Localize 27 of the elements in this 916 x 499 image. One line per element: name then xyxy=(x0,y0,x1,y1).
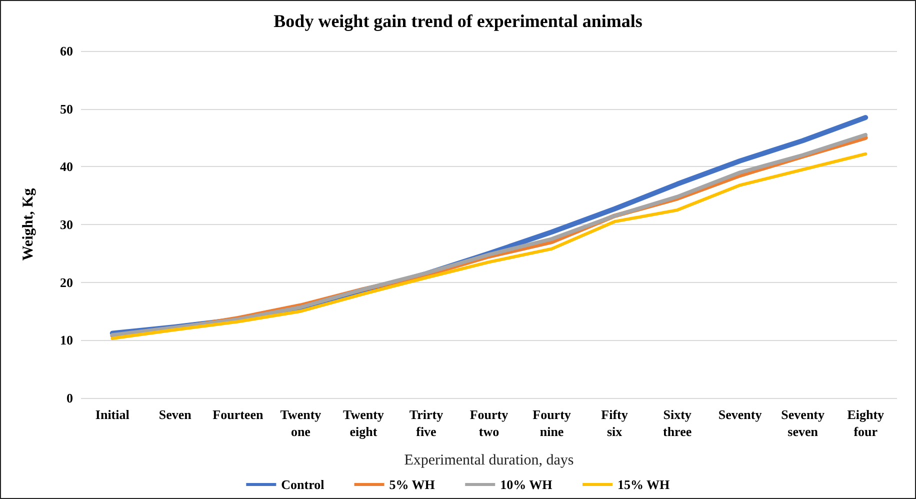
x-tick-label: Twenty eight xyxy=(342,407,384,439)
y-tick-label: 0 xyxy=(66,390,73,406)
x-tick-label: Seventy xyxy=(718,407,762,422)
x-tick-label: Fourty two xyxy=(470,407,509,439)
x-tick-label: Eighty four xyxy=(847,407,885,439)
y-tick-label: 30 xyxy=(60,217,73,232)
x-tick-label: Fourty nine xyxy=(532,407,572,439)
legend-label: Control xyxy=(281,477,325,492)
y-tick-label: 10 xyxy=(60,332,73,348)
x-tick-label: Sixty three xyxy=(662,407,692,439)
x-tick-label: Twenty one xyxy=(280,407,322,439)
y-tick-label: 60 xyxy=(60,44,73,58)
x-tick-label: Seventy seven xyxy=(781,407,826,439)
legend-label: 15% WH xyxy=(617,477,670,492)
legend-label: 10% WH xyxy=(500,477,552,492)
y-tick-label: 50 xyxy=(60,101,73,116)
x-tick-label: Fifty six xyxy=(601,407,628,439)
x-tick-label: Seven xyxy=(158,407,192,422)
x-axis-title: Experimental duration, days xyxy=(404,452,574,468)
y-tick-label: 40 xyxy=(60,159,73,174)
legend-label: 5% WH xyxy=(389,477,435,492)
x-tick-label: Initial xyxy=(95,407,130,422)
y-axis-title: Weight, Kg xyxy=(20,188,36,261)
x-tick-label: Fourteen xyxy=(212,407,264,422)
y-tick-label: 20 xyxy=(60,274,73,290)
x-tick-label: Trirty five xyxy=(409,407,444,439)
chart-title: Body weight gain trend of experimental animals xyxy=(274,11,642,31)
